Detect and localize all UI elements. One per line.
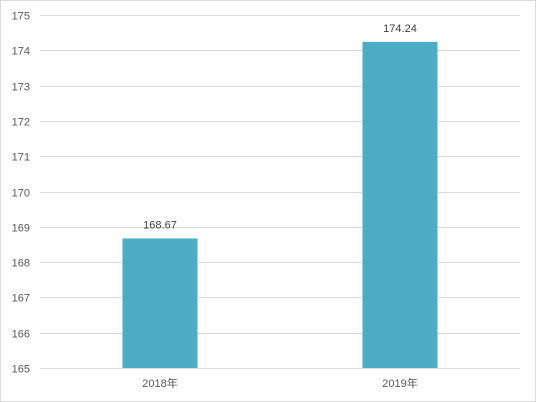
y-tick-label: 165 bbox=[12, 364, 30, 376]
y-axis-ticks: 165 166 167 168 169 170 171 172 173 174 175 bbox=[12, 11, 30, 376]
bar bbox=[362, 41, 438, 368]
data-label: 168.67 bbox=[143, 219, 177, 231]
x-axis-ticks: 2018年 2019年 bbox=[142, 376, 417, 390]
bar bbox=[122, 238, 198, 368]
y-tick-label: 171 bbox=[12, 152, 30, 164]
y-tick-label: 172 bbox=[12, 117, 30, 129]
y-tick-label: 169 bbox=[12, 223, 30, 235]
y-tick-label: 168 bbox=[12, 258, 30, 270]
x-tick-label: 2019年 bbox=[382, 376, 417, 390]
y-tick-label: 175 bbox=[12, 11, 30, 23]
bars bbox=[122, 41, 438, 368]
y-tick-label: 170 bbox=[12, 188, 30, 200]
y-tick-label: 167 bbox=[12, 293, 30, 305]
y-tick-label: 173 bbox=[12, 82, 30, 94]
data-labels: 168.67 174.24 bbox=[143, 23, 417, 232]
y-tick-label: 174 bbox=[12, 46, 30, 58]
x-tick-label: 2018年 bbox=[142, 376, 177, 390]
data-label: 174.24 bbox=[383, 23, 417, 35]
gridlines bbox=[40, 15, 520, 369]
y-tick-label: 166 bbox=[12, 329, 30, 341]
